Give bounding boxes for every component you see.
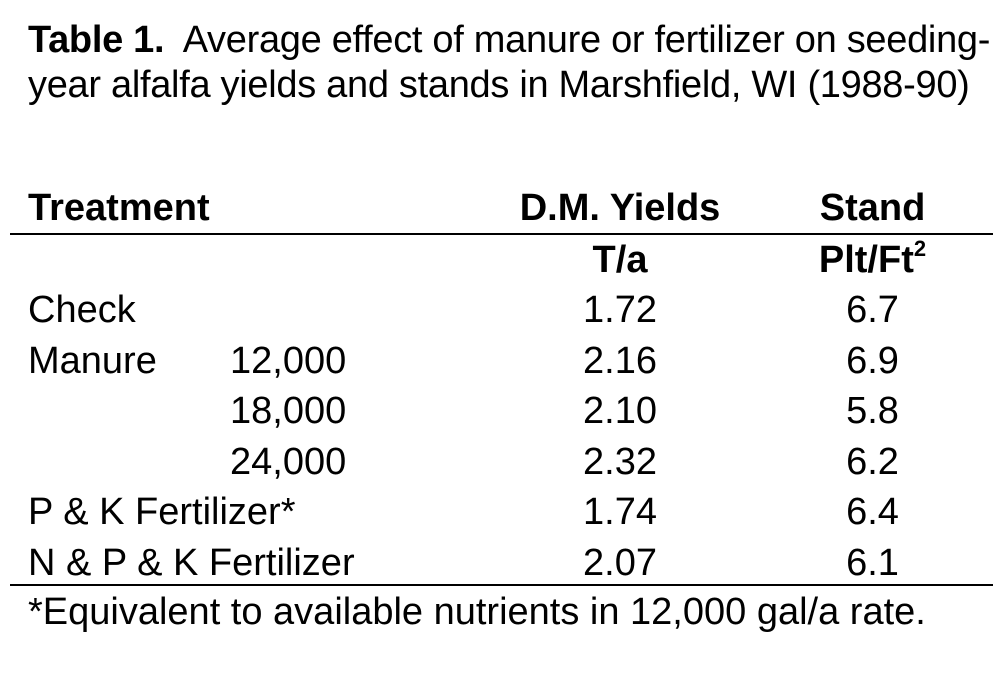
row-yield: 1.74 xyxy=(583,491,657,533)
bottom-rule xyxy=(10,584,993,586)
row-stand: 6.9 xyxy=(846,340,899,382)
row-stand: 6.4 xyxy=(846,491,899,533)
table-caption: Table 1. Average effect of manure or fer… xyxy=(28,18,1003,108)
table-label: Table 1. xyxy=(28,19,165,61)
row-rate: 24,000 xyxy=(230,441,347,483)
header-yields: D.M. Yields xyxy=(519,187,721,229)
row-yield: 2.16 xyxy=(583,340,657,382)
row-treatment: N & P & K Fertilizer xyxy=(28,542,355,584)
footnote: *Equivalent to available nutrients in 12… xyxy=(28,591,926,633)
row-yield: 2.32 xyxy=(583,441,657,483)
row-stand: 6.1 xyxy=(846,542,899,584)
header-rule xyxy=(10,233,993,235)
row-yield: 2.07 xyxy=(583,542,657,584)
table-title: Average effect of manure or fertilizer o… xyxy=(28,19,991,106)
unit-yields: T/a xyxy=(592,239,648,281)
row-stand: 6.2 xyxy=(846,441,899,483)
row-stand: 5.8 xyxy=(846,390,899,432)
header-stand: Stand xyxy=(819,187,926,229)
row-yield: 1.72 xyxy=(583,289,657,331)
unit-stand: Plt/Ft2 xyxy=(790,238,955,283)
header-treatment: Treatment xyxy=(28,187,210,229)
unit-stand-superscript: 2 xyxy=(913,236,927,261)
row-treatment: Manure xyxy=(28,340,157,382)
row-treatment: Check xyxy=(28,289,136,331)
row-treatment: P & K Fertilizer* xyxy=(28,491,296,533)
row-rate: 12,000 xyxy=(230,340,347,382)
unit-stand-text: Plt/Ft xyxy=(818,239,914,281)
row-rate: 18,000 xyxy=(230,390,347,432)
row-stand: 6.7 xyxy=(846,289,899,331)
row-yield: 2.10 xyxy=(583,390,657,432)
